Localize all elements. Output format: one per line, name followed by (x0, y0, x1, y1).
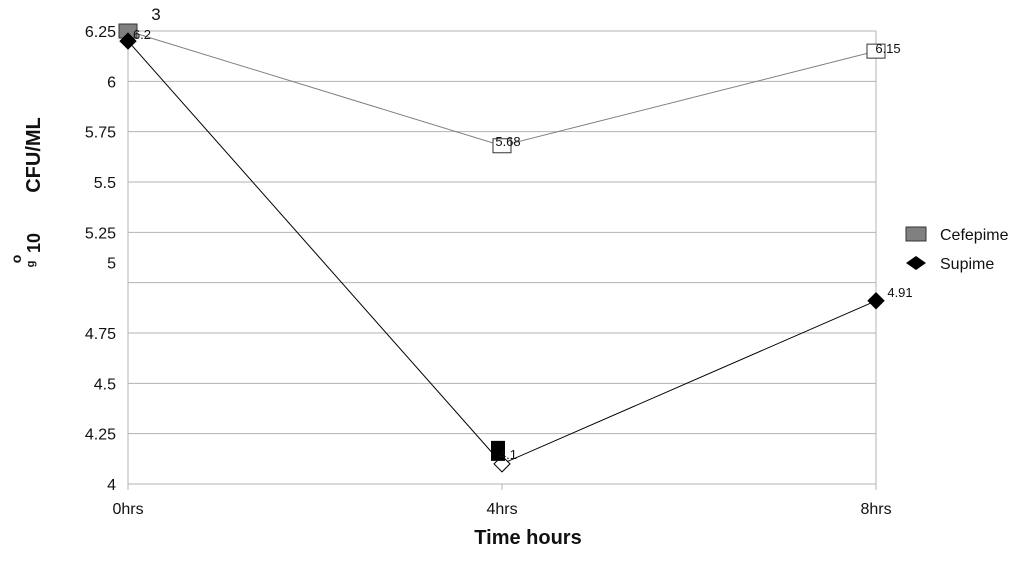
data-point-cefepime (866, 43, 886, 59)
data-label-supime: 4.91 (887, 285, 912, 300)
y-tick-label: 6.25 (85, 24, 116, 41)
y-tick-label: 5.5 (94, 175, 116, 192)
legend-label-cefepime: Cefepime (940, 227, 1009, 244)
y-tick-label: 6 (107, 74, 116, 91)
data-point-cefepime (492, 138, 512, 154)
series-layer (118, 23, 886, 473)
series-line-supime (127, 40, 877, 465)
legend: Cefepime Supime (905, 226, 1009, 273)
y-axis-title: CFU/ML (23, 117, 45, 193)
data-labels: 5.68 6.15 6.2 4.1 4.91 (133, 27, 913, 462)
legend-swatch-cefepime (905, 226, 927, 242)
y-axis-title-fragment-o: o (8, 255, 24, 264)
x-tick-label: 0hrs (112, 501, 143, 518)
y-tick-labels: 4 4.25 4.5 4.75 5 5.25 5.5 5.75 6 6.25 (85, 24, 116, 494)
data-label-cefepime: 6.15 (875, 41, 900, 56)
data-point-supime (119, 32, 137, 50)
data-label-supime: 4.1 (499, 447, 517, 462)
y-axis-title-fragment-g: g (25, 261, 37, 268)
data-point-supime (867, 292, 885, 310)
y-tick-label: 4.5 (94, 376, 116, 393)
y-tick-label: 5.75 (85, 125, 116, 142)
y-tick-label: 5 (107, 256, 116, 273)
data-label-supime: 6.2 (133, 27, 151, 42)
legend-label-supime: Supime (940, 256, 994, 273)
overlap-marker (491, 440, 505, 461)
x-tick-labels: 0hrs 4hrs 8hrs (112, 501, 891, 518)
data-label-cefepime: 5.68 (495, 134, 520, 149)
y-axis-title-prefix: 10 (24, 233, 44, 253)
y-tick-label: 5.25 (85, 225, 116, 242)
grid-lines (127, 30, 877, 490)
series-line-cefepime (127, 30, 877, 147)
x-tick-label: 4hrs (486, 501, 517, 518)
legend-marker-supime (906, 256, 926, 270)
y-tick-label: 4.25 (85, 427, 116, 444)
stray-label: 3 (151, 5, 160, 24)
y-tick-label: 4.75 (85, 326, 116, 343)
y-tick-label: 4 (107, 477, 116, 494)
x-axis-title: Time hours (474, 527, 581, 549)
x-tick-label: 8hrs (860, 501, 891, 518)
